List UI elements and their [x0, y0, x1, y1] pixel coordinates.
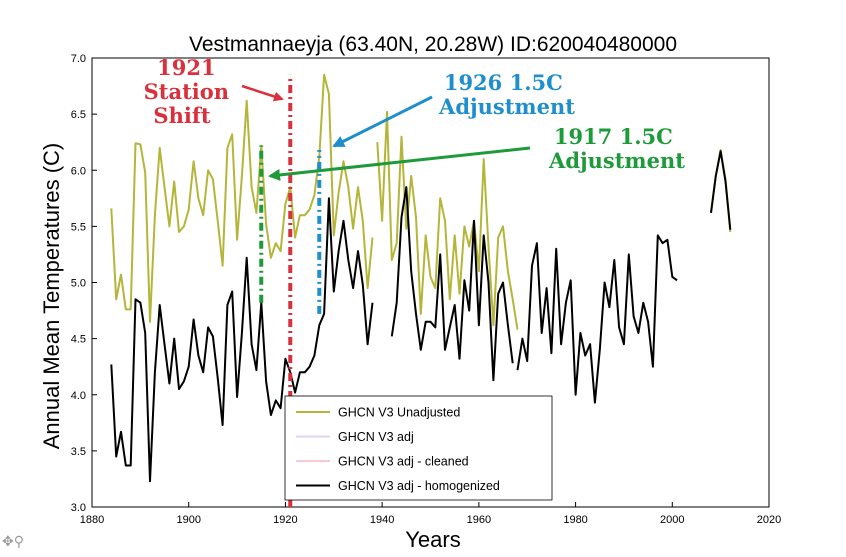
annotation-line: 1926 1.5C — [444, 70, 563, 95]
annotation-arrow — [268, 146, 531, 181]
annotation-1921-station-shift: 1921 Station Shift — [144, 55, 284, 128]
legend: GHCN V3 Unadjusted GHCN V3 adj GHCN V3 adj… — [284, 395, 553, 501]
annotation-1917-adjustment: 1917 1.5C Adjustment — [268, 124, 685, 181]
series-line-3 — [390, 186, 514, 382]
y-tick-label: 6.0 — [71, 165, 86, 177]
y-tick-label: 4.0 — [71, 390, 86, 402]
annotation-line: Adjustment — [438, 94, 575, 119]
annotation-1926-adjustment: 1926 1.5C Adjustment — [332, 70, 575, 148]
legend-box — [284, 395, 553, 501]
y-tick-label: 5.5 — [71, 221, 86, 233]
series-line-3 — [516, 234, 678, 404]
x-tick-label: 1900 — [176, 514, 200, 526]
y-tick-label: 3.5 — [71, 446, 86, 458]
annotation-line: 1917 1.5C — [554, 124, 673, 149]
y-axis-label: Annual Mean Temperatures (C) — [39, 143, 64, 450]
y-tick-label: 7.0 — [71, 53, 86, 65]
annotation-line: 1921 — [157, 55, 215, 80]
annotation-line: Shift — [153, 103, 210, 128]
zoom-icon[interactable]: ✥⚲ — [2, 534, 24, 550]
x-tick-label: 1920 — [273, 514, 297, 526]
legend-entry: GHCN V3 adj — [338, 430, 414, 444]
x-tick-label: 1880 — [80, 514, 104, 526]
x-tick-label: 1980 — [563, 514, 587, 526]
annotation-line: Adjustment — [548, 148, 685, 173]
y-tick-label: 4.5 — [71, 334, 86, 346]
x-axis-label: Years — [405, 527, 460, 552]
x-tick-label: 1960 — [467, 514, 491, 526]
annotation-arrow — [241, 84, 284, 102]
y-tick-label: 3.0 — [71, 502, 86, 514]
legend-entry: GHCN V3 adj - homogenized — [338, 479, 500, 493]
svg-text:1917 1.5C Adjustment: 1917 1.5C Adjustment — [548, 124, 685, 173]
legend-entry: GHCN V3 adj - cleaned — [338, 455, 469, 469]
series-line-0 — [110, 73, 374, 323]
annotation-line: Station — [144, 79, 229, 104]
y-axis: 3.0 3.5 4.0 4.5 5.0 5.5 6.0 6.5 7.0 — [71, 53, 97, 514]
y-tick-label: 5.0 — [71, 278, 86, 290]
y-tick-label: 6.5 — [71, 109, 86, 121]
x-axis: 1880 1900 1920 1940 1960 1980 2000 2020 — [80, 502, 781, 526]
series-line-3 — [710, 150, 732, 230]
x-tick-label: 1940 — [370, 514, 394, 526]
annotation-arrow — [332, 95, 433, 148]
series-line-0 — [376, 110, 519, 330]
x-tick-label: 2000 — [660, 514, 684, 526]
series-layer — [110, 73, 732, 483]
x-tick-label: 2020 — [757, 514, 781, 526]
svg-text:1921 Station Shift: 1921 Station Shift — [144, 55, 237, 128]
chart-title: Vestmannaeyja (63.40N, 20.28W) ID:620040… — [189, 33, 677, 56]
svg-text:1926 1.5C Adjustment: 1926 1.5C Adjustment — [438, 70, 575, 119]
legend-entry: GHCN V3 Unadjusted — [338, 406, 460, 420]
series-line-3 — [110, 197, 374, 483]
